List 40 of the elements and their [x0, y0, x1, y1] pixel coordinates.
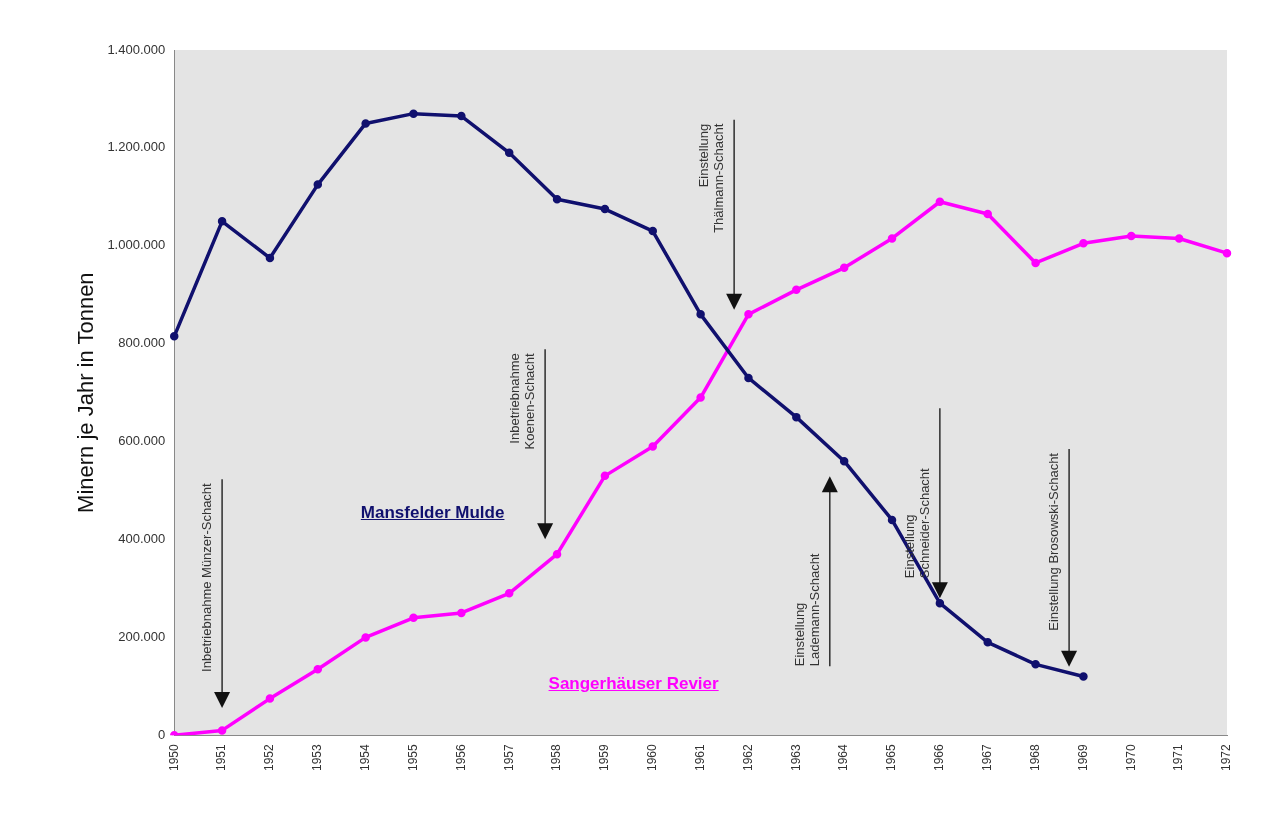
x-tick-label: 1971: [1171, 743, 1186, 772]
x-tick-label: 1968: [1027, 743, 1042, 772]
annotation: Einstellung Brosowski-Schacht: [1046, 452, 1062, 631]
annotation: Einstellung Thälmann-Schacht: [696, 123, 727, 233]
x-tick-label: 1970: [1123, 743, 1138, 772]
x-tick-label: 1954: [357, 743, 372, 772]
x-tick-label: 1953: [310, 743, 325, 772]
y-tick-label: 400.000: [118, 531, 166, 547]
x-tick-label: 1952: [262, 743, 277, 772]
x-tick-label: 1955: [405, 743, 420, 772]
x-tick-label: 1962: [740, 743, 755, 772]
annotation: Einstellung Lademann-Schacht: [791, 553, 822, 667]
x-tick-label: 1958: [549, 743, 564, 772]
x-tick-label: 1972: [1219, 743, 1234, 772]
x-tick-label: 1959: [597, 743, 612, 772]
x-tick-label: 1957: [501, 743, 516, 772]
y-tick-label: 800.000: [118, 335, 166, 351]
x-tick-label: 1960: [645, 743, 660, 772]
y-tick-label: 200.000: [118, 628, 166, 644]
x-tick-label: 1965: [884, 743, 899, 772]
y-tick-label: 1.200.000: [107, 139, 166, 155]
x-tick-label: 1963: [788, 743, 803, 772]
y-tick-label: 1.000.000: [107, 237, 166, 253]
annotation: Einstellung Schneider-Schacht: [901, 467, 932, 579]
x-tick-label: 1967: [980, 743, 995, 772]
x-tick-label: 1964: [836, 743, 851, 772]
x-tick-label: 1956: [453, 743, 468, 772]
text: Sangerhäuser Revier: [548, 674, 719, 695]
x-tick-label: 1961: [692, 743, 707, 772]
y-tick-label: 0: [158, 726, 166, 742]
y-tick-label: 1.400.000: [107, 41, 166, 57]
x-tick-label: 1969: [1075, 743, 1090, 772]
annotation: Inbetriebnahme Koenen-Schacht: [507, 352, 538, 450]
x-tick-label: 1966: [932, 743, 947, 772]
annotation: Inbetriebnahme Münzer-Schacht: [199, 482, 215, 672]
y-tick-label: 600.000: [118, 433, 166, 449]
y-axis-title: Minern je Jahr in Tonnen: [73, 272, 99, 513]
text: Mansfelder Mulde: [360, 502, 505, 523]
x-tick-label: 1951: [214, 743, 229, 772]
x-tick-label: 1950: [166, 743, 181, 772]
